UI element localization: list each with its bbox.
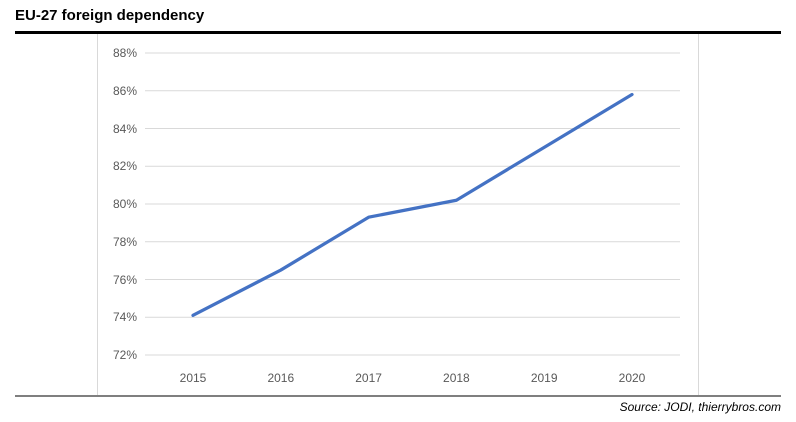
x-tick-label: 2017 [355,371,382,385]
title-underline [15,31,781,34]
y-tick-label: 84% [112,121,137,136]
y-tick-label: 86% [112,83,137,98]
x-tick-label: 2018 [443,371,470,385]
y-tick-label: 78% [112,234,137,249]
y-tick-label: 88% [112,46,137,60]
plot-frame [97,34,699,395]
x-tick-label: 2020 [618,371,646,385]
y-tick-label: 72% [112,348,137,362]
x-tick-label: 2015 [179,371,207,385]
y-tick-label: 74% [112,310,137,325]
source-note: Source: JODI, thierrybros.com [619,400,781,414]
y-tick-label: 80% [112,197,137,211]
x-tick-label: 2019 [530,371,558,385]
y-tick-label: 76% [112,272,137,287]
bottom-separator [15,395,781,397]
x-tick-label: 2016 [267,371,295,385]
y-tick-label: 82% [112,159,137,174]
chart-title: EU-27 foreign dependency [15,7,205,24]
